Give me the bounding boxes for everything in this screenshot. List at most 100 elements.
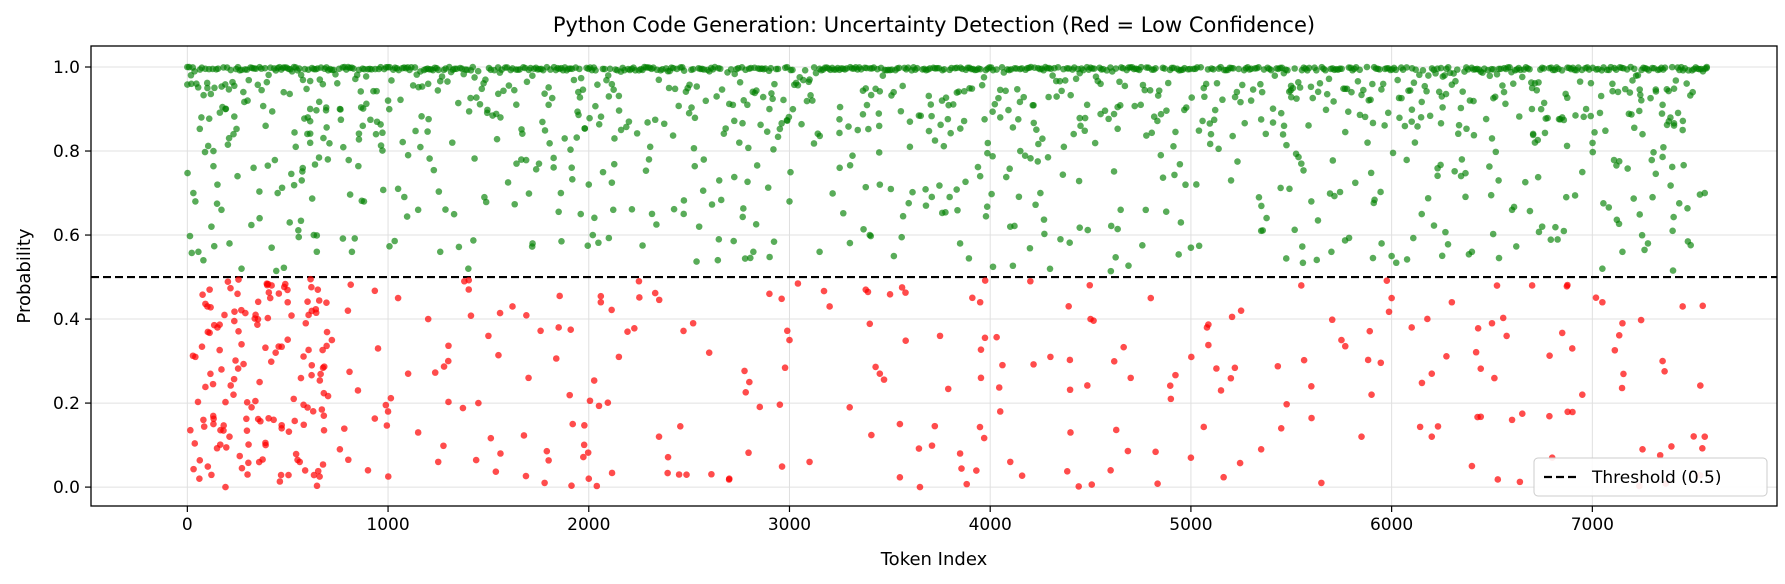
point-low <box>778 463 786 470</box>
point-low <box>1434 423 1442 430</box>
point-low <box>371 287 379 295</box>
point-high <box>1434 164 1441 172</box>
point-low <box>1368 391 1375 398</box>
point-high <box>1329 157 1337 164</box>
point-low <box>394 294 402 302</box>
point-high <box>1591 129 1598 136</box>
point-low <box>294 456 301 464</box>
point-low <box>624 328 631 336</box>
point-high <box>718 86 726 93</box>
point-high <box>539 118 546 126</box>
point-low <box>444 357 452 365</box>
point-high <box>226 240 233 247</box>
point-high <box>1414 123 1421 130</box>
point-high <box>1648 156 1656 164</box>
point-high <box>937 121 944 129</box>
point-high <box>1609 80 1616 88</box>
point-low <box>969 294 976 302</box>
point-high <box>1597 92 1605 100</box>
point-high <box>1403 156 1410 164</box>
point-low <box>886 291 894 298</box>
point-high <box>532 166 540 173</box>
point-high <box>1299 259 1307 267</box>
point-low <box>555 324 562 331</box>
point-high <box>699 187 707 195</box>
point-high <box>1424 194 1432 202</box>
point-high <box>188 80 195 88</box>
y-tick-label: 0.0 <box>53 478 80 498</box>
point-low <box>1611 346 1619 354</box>
point-high <box>688 104 695 111</box>
point-high <box>1314 88 1322 96</box>
point-high <box>535 160 543 167</box>
point-high <box>1176 160 1184 168</box>
point-high <box>1398 94 1405 102</box>
point-low <box>278 343 285 351</box>
point-high <box>1296 84 1304 91</box>
point-high <box>1430 222 1438 229</box>
point-high <box>1142 206 1150 214</box>
point-high <box>774 65 782 73</box>
point-high <box>584 242 592 250</box>
point-high <box>1408 106 1416 113</box>
point-high <box>670 205 678 213</box>
point-low <box>580 441 588 449</box>
point-low <box>216 321 223 328</box>
point-high <box>1210 65 1217 73</box>
point-high <box>1638 97 1645 104</box>
point-high <box>739 119 746 127</box>
point-low <box>1107 466 1114 474</box>
point-high <box>511 86 518 94</box>
point-high <box>1326 190 1334 197</box>
point-low <box>1679 303 1686 310</box>
point-high <box>1670 122 1678 129</box>
point-high <box>610 160 618 168</box>
point-high <box>1262 130 1270 138</box>
x-axis-label: Token Index <box>880 549 988 570</box>
point-high <box>1125 262 1132 269</box>
point-high <box>1636 107 1643 115</box>
point-low <box>440 442 447 450</box>
point-high <box>991 100 999 108</box>
point-high <box>1015 193 1023 201</box>
point-low <box>320 412 328 419</box>
point-high <box>1341 85 1349 93</box>
point-low <box>1172 371 1179 379</box>
point-low <box>276 478 284 485</box>
point-high <box>713 93 720 100</box>
point-high <box>1615 220 1623 228</box>
point-high <box>205 115 213 122</box>
point-high <box>989 108 996 115</box>
point-high <box>211 84 218 92</box>
point-high <box>557 189 565 197</box>
point-high <box>306 77 314 85</box>
point-low <box>265 289 273 296</box>
point-low <box>210 415 217 423</box>
point-high <box>296 65 303 72</box>
point-low <box>1564 408 1571 416</box>
point-high <box>286 219 294 226</box>
point-high <box>859 110 867 118</box>
point-low <box>308 283 315 291</box>
point-high <box>1323 90 1331 98</box>
point-high <box>1360 86 1367 94</box>
point-high <box>1672 77 1680 84</box>
point-high <box>444 78 451 85</box>
point-high <box>274 189 281 197</box>
point-low <box>1328 316 1336 324</box>
point-high <box>1526 207 1534 215</box>
point-high <box>280 88 287 96</box>
point-high <box>1197 64 1205 71</box>
point-low <box>1364 356 1372 364</box>
point-low <box>1213 365 1220 372</box>
point-high <box>609 206 617 214</box>
legend: Threshold (0.5) <box>1533 457 1768 497</box>
point-high <box>230 130 237 138</box>
point-high <box>1045 93 1052 101</box>
point-high <box>860 225 867 233</box>
point-high <box>184 63 191 71</box>
point-high <box>313 232 321 239</box>
point-low <box>999 361 1006 369</box>
point-low <box>1659 357 1666 365</box>
point-high <box>473 94 480 101</box>
